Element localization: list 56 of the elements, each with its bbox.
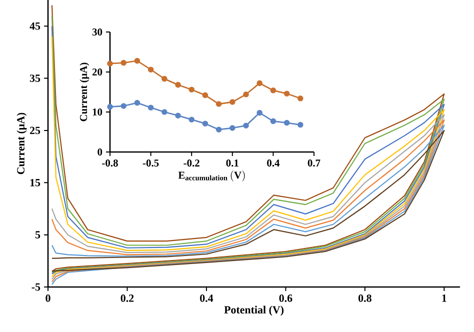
y-tick-label: -5	[32, 283, 40, 291]
y-axis-title: Current (μA)	[80, 62, 90, 122]
point	[134, 58, 140, 64]
point	[243, 122, 249, 128]
x-tick-label: 0.1	[226, 160, 238, 167]
x-tick-label: 0.4	[200, 294, 214, 302]
point	[188, 86, 194, 92]
point	[216, 101, 222, 107]
point	[243, 92, 249, 98]
x-tick-label: -0.8	[102, 160, 118, 167]
x-axis-title: Potential (V)	[224, 306, 284, 316]
point	[256, 80, 262, 86]
point	[120, 103, 126, 109]
point	[270, 118, 276, 124]
point	[270, 88, 276, 94]
point	[298, 122, 304, 128]
x-tick-label: 0.7	[308, 160, 320, 167]
point	[216, 126, 222, 132]
point	[188, 116, 194, 122]
point	[175, 112, 181, 118]
x-tick-label: 0.6	[279, 294, 292, 302]
x-tick-label: 0.8	[358, 294, 372, 302]
point	[230, 125, 236, 131]
y-tick-label: 10	[92, 108, 102, 116]
y-tick-label: 25	[30, 126, 40, 134]
y-tick-label: 15	[30, 178, 40, 186]
x-tick-label: -0.5	[142, 160, 159, 167]
x-axis-title: $\mathbf{E}_{\mathbf{accumulation}}\,\mathbf{(V)}$	[178, 170, 245, 182]
y-axis-title: Current (μA)	[16, 112, 27, 174]
point	[148, 104, 154, 110]
point	[202, 92, 208, 98]
y-tick-label: 20	[92, 68, 102, 76]
point	[148, 66, 154, 72]
y-tick-label: 0	[98, 148, 102, 156]
point	[107, 104, 113, 110]
point	[162, 109, 168, 115]
point	[202, 120, 208, 126]
point	[284, 90, 290, 96]
point	[175, 82, 181, 88]
x-tick-label: 0	[46, 294, 50, 302]
point	[107, 60, 113, 66]
point	[162, 76, 168, 82]
y-tick-label: 45	[30, 22, 40, 30]
point	[298, 96, 304, 102]
x-tick-label: 0.2	[120, 294, 134, 302]
x-tick-label: 0.4	[267, 160, 280, 167]
x-tick-label: -0.2	[184, 160, 200, 167]
point	[120, 60, 126, 66]
point	[284, 120, 290, 126]
x-tick-label: 1	[442, 294, 446, 302]
y-tick-label: 30	[92, 28, 102, 36]
point	[230, 99, 236, 105]
point	[256, 110, 262, 116]
point	[134, 100, 140, 106]
y-tick-label: 5	[35, 231, 40, 238]
y-tick-label: 35	[30, 74, 40, 82]
